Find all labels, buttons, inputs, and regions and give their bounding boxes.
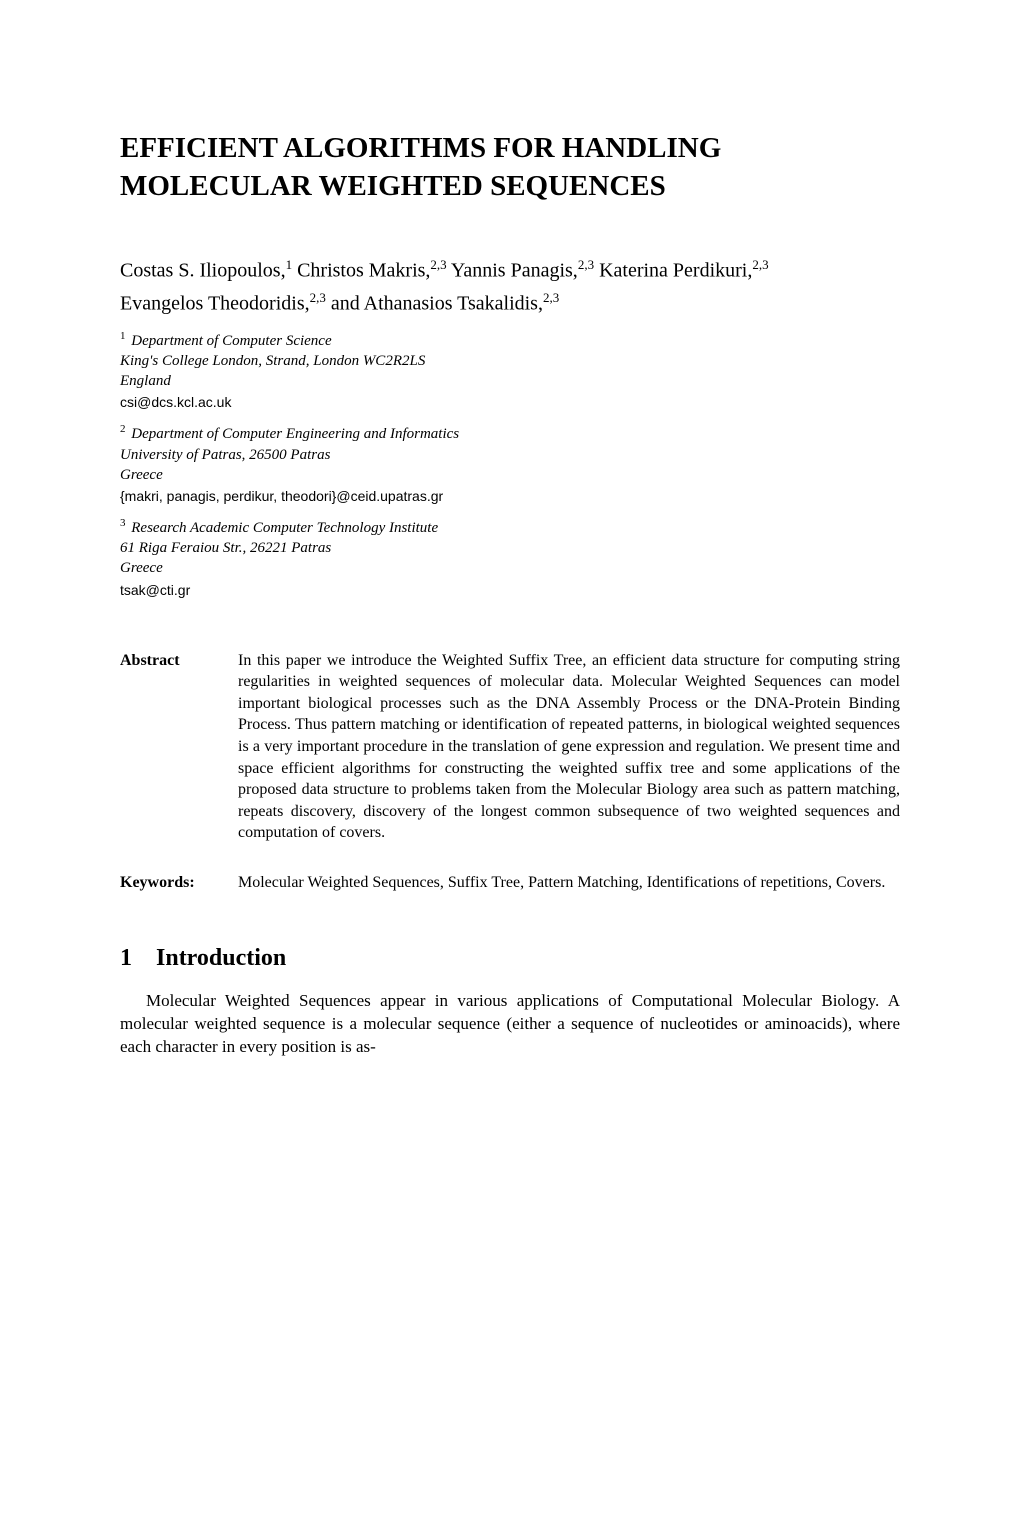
author-affil-sup: 2,3 (752, 257, 768, 272)
author-name: and Athanasios Tsakalidis, (326, 293, 543, 315)
affiliation-text: Department of Computer Science (128, 333, 332, 349)
affiliation-text: Greece (120, 558, 900, 578)
affiliation-text: University of Patras, 26500 Patras (120, 445, 900, 465)
affiliation-text: Greece (120, 465, 900, 485)
keywords-text: Molecular Weighted Sequences, Suffix Tre… (238, 872, 900, 894)
author-name: Costas S. Iliopoulos, (120, 260, 286, 282)
paper-title: EFFICIENT ALGORITHMS FOR HANDLING MOLECU… (120, 130, 900, 205)
intro-paragraph: Molecular Weighted Sequences appear in v… (120, 990, 900, 1059)
affiliation-sup: 1 (120, 330, 126, 342)
author-name: Katerina Perdikuri, (594, 260, 752, 282)
affiliation-email: tsak@cti.gr (120, 581, 900, 600)
affiliation-text: England (120, 371, 900, 391)
author-affil-sup: 2,3 (310, 290, 326, 305)
affiliation-text: Department of Computer Engineering and I… (128, 426, 460, 442)
author-affil-sup: 2,3 (543, 290, 559, 305)
affiliation-email: csi@dcs.kcl.ac.uk (120, 393, 900, 412)
affiliation-text: 61 Riga Feraiou Str., 26221 Patras (120, 538, 900, 558)
author-name: Christos Makris, (292, 260, 430, 282)
title-line-2: MOLECULAR WEIGHTED SEQUENCES (120, 170, 666, 202)
affiliation-first-line: 3 Research Academic Computer Technology … (120, 516, 900, 538)
keywords-label: Keywords: (120, 872, 210, 894)
author-affil-sup: 2,3 (430, 257, 446, 272)
affiliation-first-line: 1 Department of Computer Science (120, 329, 900, 351)
abstract-block: Abstract In this paper we introduce the … (120, 650, 900, 844)
section-title: Introduction (156, 945, 286, 971)
affiliation-first-line: 2 Department of Computer Engineering and… (120, 422, 900, 444)
affiliations: 1 Department of Computer ScienceKing's C… (120, 329, 900, 600)
section-number: 1 (120, 945, 132, 971)
title-line-1: EFFICIENT ALGORITHMS FOR HANDLING (120, 132, 721, 164)
affiliation-text: King's College London, Strand, London WC… (120, 351, 900, 371)
affiliation-text: Research Academic Computer Technology In… (128, 520, 439, 536)
affiliation-block: 1 Department of Computer ScienceKing's C… (120, 329, 900, 413)
author-affil-sup: 2,3 (578, 257, 594, 272)
section-heading: 1 Introduction (120, 942, 900, 974)
keywords-block: Keywords: Molecular Weighted Sequences, … (120, 872, 900, 894)
author-line-1: Costas S. Iliopoulos,1 Christos Makris,2… (120, 255, 900, 286)
author-name: Yannis Panagis, (447, 260, 578, 282)
author-line-2: Evangelos Theodoridis,2,3 and Athanasios… (120, 288, 900, 319)
affiliation-sup: 3 (120, 517, 126, 529)
affiliation-block: 3 Research Academic Computer Technology … (120, 516, 900, 600)
affiliation-email: {makri, panagis, perdikur, theodori}@cei… (120, 487, 900, 506)
abstract-label: Abstract (120, 650, 210, 844)
author-name: Evangelos Theodoridis, (120, 293, 310, 315)
affiliation-block: 2 Department of Computer Engineering and… (120, 422, 900, 506)
affiliation-sup: 2 (120, 423, 126, 435)
abstract-text: In this paper we introduce the Weighted … (238, 650, 900, 844)
